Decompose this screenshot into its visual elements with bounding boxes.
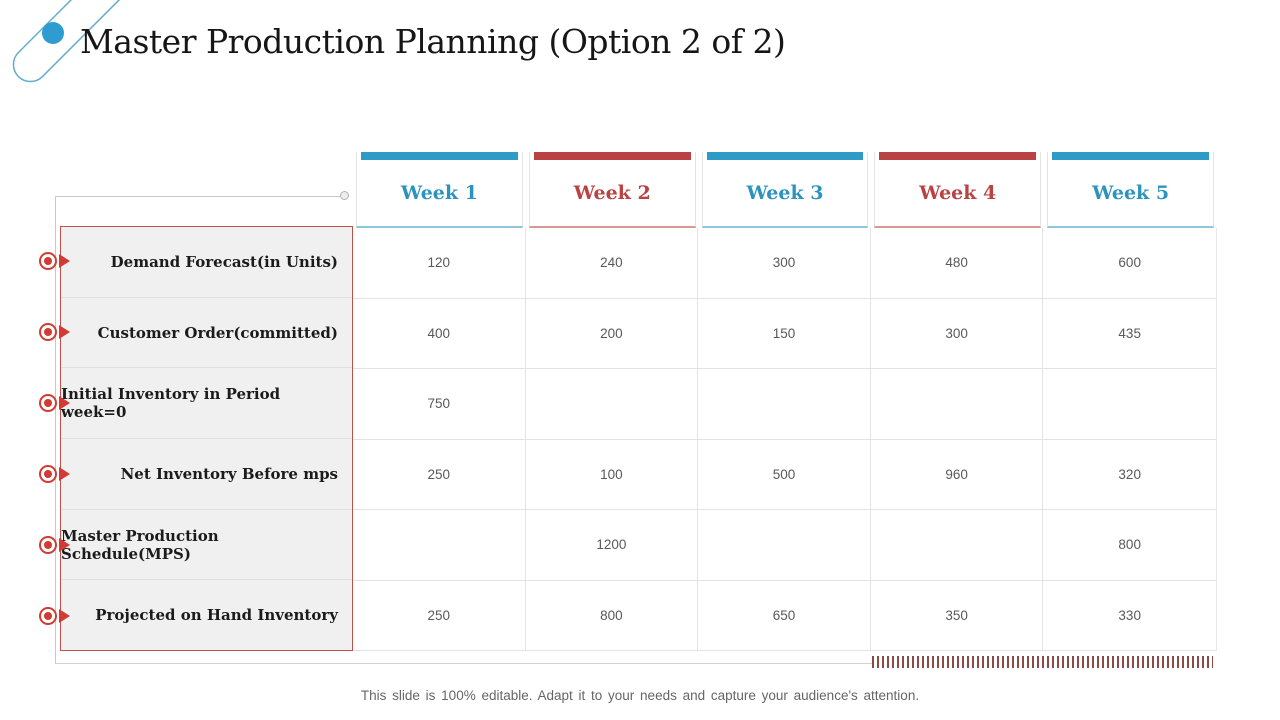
header-label: Week 4 [919,182,997,204]
page-title: Master Production Planning (Option 2 of … [80,22,786,61]
table-cell: 350 [870,580,1044,651]
header-label: Week 1 [400,182,478,204]
table-cell: 960 [870,439,1044,510]
bracket-handle-dot [340,191,349,200]
table-cell: 600 [1043,228,1216,299]
header-accent-bar [361,152,518,160]
circle-dot-arrow-icon [39,393,73,413]
table-cell: 650 [698,580,871,651]
table-cell: 250 [353,439,526,510]
header-week-2: Week 2 [528,152,696,228]
header-label: Week 2 [573,182,651,204]
circle-dot-arrow-icon [39,606,73,626]
hatch-strip-decoration [872,656,1213,668]
table-cell: 1200 [525,510,699,581]
header-accent-bar [879,152,1037,160]
header-label: Week 3 [746,182,824,204]
table-cell: 250 [353,580,526,651]
table-cell: 750 [353,369,526,440]
table-cell: 300 [870,298,1044,369]
row-label: Net Inventory Before mps [61,439,352,510]
table-cell [870,369,1044,440]
table-cell: 150 [698,298,871,369]
table-cell: 200 [525,298,699,369]
table-cell: 120 [353,228,526,299]
table-cell: 435 [1043,298,1216,369]
bracket-line-top [55,196,343,197]
header-week-5: Week 5 [1047,152,1214,228]
table-cell: 500 [698,439,871,510]
circle-dot-arrow-icon [39,464,73,484]
header-week-1: Week 1 [356,152,523,228]
table-cell: 330 [1043,580,1216,651]
table-cell [1043,369,1216,440]
circle-dot-arrow-icon [39,322,73,342]
table-cell [525,369,699,440]
row-label: Master Production Schedule(MPS) [61,510,352,581]
table-cell [870,510,1044,581]
editable-note: This slide is 100% editable. Adapt it to… [360,688,920,703]
table-cell: 100 [525,439,699,510]
header-accent-bar [533,152,691,160]
table-cell: 300 [698,228,871,299]
header-accent-bar [1052,152,1209,160]
table-cell: 800 [1043,510,1216,581]
header-label: Week 5 [1092,182,1170,204]
table-cell: 320 [1043,439,1216,510]
row-label: Projected on Hand Inventory [95,606,338,625]
header-accent-bar [706,152,864,160]
circle-dot-arrow-icon [39,251,73,271]
table-cell [698,510,871,581]
table-cell: 800 [525,580,699,651]
table-header-row: Week 1 Week 2 Week 3 Week 4 Week 5 [353,152,1217,228]
circle-dot-arrow-icon [39,535,73,555]
table-cell [698,369,871,440]
row-label: Customer Order(committed) [61,298,352,369]
header-week-3: Week 3 [701,152,869,228]
header-week-4: Week 4 [874,152,1042,228]
bracket-line-left [55,196,56,663]
loop-with-dot-icon [12,0,148,83]
table-cell: 480 [870,228,1044,299]
table-cell: 400 [353,298,526,369]
table-cell [353,510,526,581]
bracket-line-bottom [55,663,872,664]
table-body: 120 240 300 480 600 400 200 150 300 435 … [353,228,1217,651]
row-label: Demand Forecast(in Units) [61,227,352,298]
row-label-panel: Demand Forecast(in Units) Customer Order… [60,226,353,651]
row-label: Initial Inventory in Period week=0 [61,368,352,440]
table-cell: 240 [525,228,699,299]
